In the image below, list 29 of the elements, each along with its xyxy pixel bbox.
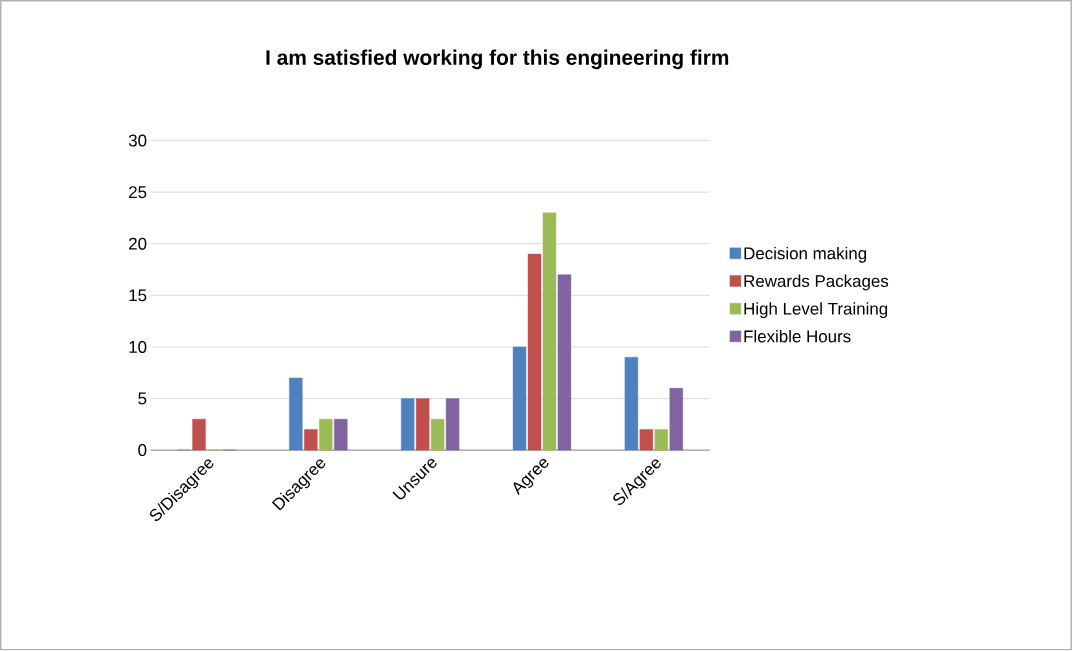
bar	[624, 357, 639, 451]
bar	[557, 274, 572, 451]
bar	[542, 212, 557, 451]
y-tick-label: 5	[138, 392, 147, 405]
legend-label: Flexible Hours	[744, 330, 851, 343]
legend-label: Rewards Packages	[744, 274, 889, 291]
bar	[669, 388, 683, 451]
y-tick-label: 10	[129, 341, 147, 354]
chart-title: I am satisfied working for this engineering firm	[266, 49, 729, 70]
y-tick-label: 15	[129, 289, 147, 302]
bar	[654, 429, 669, 451]
y-tick-label: 30	[128, 134, 147, 147]
y-tick-label: 0	[138, 444, 147, 457]
bar	[415, 398, 430, 451]
bar	[319, 419, 333, 451]
bar	[430, 419, 445, 451]
y-tick-label: 20	[129, 237, 147, 250]
bar	[289, 377, 303, 451]
legend-label: Decision making	[744, 247, 867, 263]
y-tick-label: 25	[129, 186, 147, 199]
legend-label: High Level Training	[744, 302, 888, 319]
bar	[401, 398, 415, 451]
bar	[334, 419, 348, 451]
bar	[304, 429, 318, 451]
bar	[527, 254, 542, 451]
bar	[192, 419, 206, 451]
bar	[445, 398, 460, 451]
bar	[639, 429, 654, 451]
bar	[512, 346, 527, 451]
